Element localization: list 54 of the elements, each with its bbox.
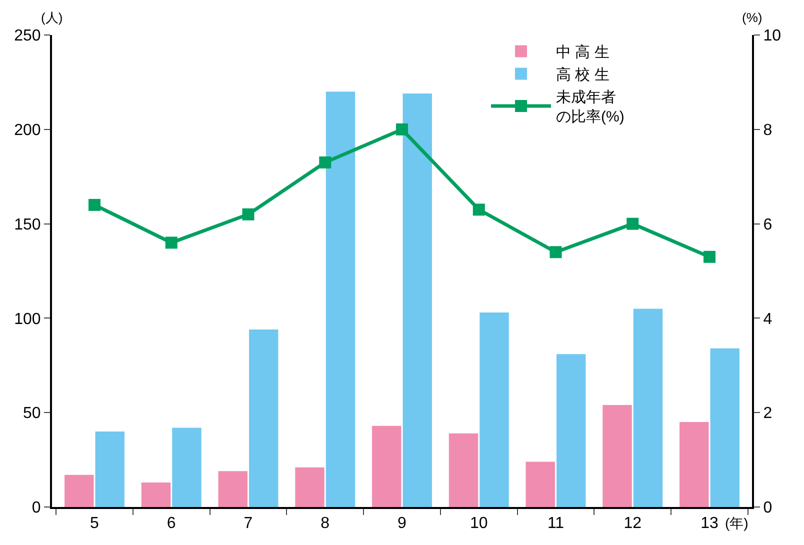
x-tick-label: 10 <box>470 515 488 532</box>
point <box>165 236 178 249</box>
y2-tick-label: 8 <box>763 122 772 139</box>
bar <box>372 426 402 507</box>
point <box>550 246 562 258</box>
x-tick-label: 13 <box>700 515 718 532</box>
bar <box>295 467 324 507</box>
x-tick-label: 7 <box>244 515 253 532</box>
legend-label: 高 校 生 <box>556 66 610 84</box>
bar <box>526 462 555 507</box>
x-tick-label: 8 <box>320 515 330 532</box>
y-tick-label: 50 <box>23 405 41 422</box>
bar <box>172 428 202 507</box>
y-axis-title: (人) <box>41 10 63 25</box>
bar <box>633 308 663 507</box>
x-tick-label: 11 <box>547 515 564 532</box>
bar <box>480 312 509 507</box>
point <box>704 250 716 263</box>
y2-tick-label: 6 <box>763 216 772 234</box>
y2-tick-label: 10 <box>763 28 782 45</box>
y-tick-label: 100 <box>14 310 41 328</box>
bar <box>602 405 632 507</box>
x-tick-label: 5 <box>90 515 100 532</box>
x-axis-title: (年) <box>725 515 748 531</box>
bar <box>141 482 171 507</box>
y-tick-label: 150 <box>14 216 41 234</box>
x-tick-label: 9 <box>398 515 407 532</box>
bar <box>218 471 248 507</box>
y-tick-label: 0 <box>32 500 41 517</box>
y-tick-label: 200 <box>14 122 41 139</box>
bar <box>710 348 740 507</box>
bar <box>64 474 94 507</box>
y2-tick-label: 0 <box>763 500 772 517</box>
x-tick-label: 12 <box>624 515 642 532</box>
bar <box>402 94 432 507</box>
point <box>626 218 639 230</box>
legend-label: 未成年者の比率(%) <box>556 89 624 126</box>
bar <box>448 433 478 507</box>
point <box>472 204 485 216</box>
bar <box>249 330 278 507</box>
bar <box>326 92 356 507</box>
x-tick-label: 6 <box>166 515 176 532</box>
point <box>396 123 408 136</box>
y2-axis-title: (%) <box>742 10 762 25</box>
y2-tick-label: 2 <box>763 405 772 422</box>
legend-label: 中 高 生 <box>556 44 610 62</box>
y2-tick-label: 4 <box>763 310 772 328</box>
bar <box>95 431 124 507</box>
bar <box>556 354 586 507</box>
point <box>88 198 100 211</box>
y-tick-label: 250 <box>14 28 41 45</box>
point <box>319 156 332 168</box>
point <box>242 208 254 220</box>
bar <box>680 422 709 507</box>
